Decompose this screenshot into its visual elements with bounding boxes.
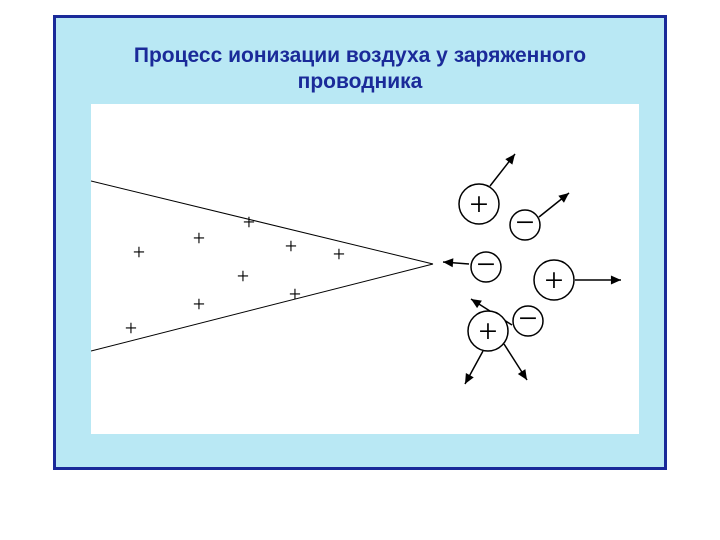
page-title: Процесс ионизации воздуха у заряженного … <box>53 43 667 96</box>
plus-icon: + <box>133 240 145 265</box>
plus-icon: + <box>125 316 137 341</box>
plus-ion-icon: + <box>469 187 488 224</box>
plus-ion-icon: + <box>544 263 563 300</box>
plus-icon: + <box>285 234 297 259</box>
plus-icon: + <box>193 292 205 317</box>
plus-icon: + <box>243 210 255 235</box>
minus-ion-icon: − <box>476 247 495 284</box>
plus-ion-icon: + <box>478 314 497 351</box>
ionization-diagram: ++++++++++−−++− <box>91 104 639 434</box>
diagram-area: ++++++++++−−++− <box>91 104 639 434</box>
plus-icon: + <box>289 282 301 307</box>
plus-icon: + <box>333 242 345 267</box>
title-line1: Процесс ионизации воздуха у заряженного <box>134 44 586 67</box>
minus-ion-icon: − <box>515 205 534 242</box>
plus-icon: + <box>237 264 249 289</box>
plus-icon: + <box>193 226 205 251</box>
title-line2: проводника <box>298 70 423 93</box>
minus-ion-icon: − <box>518 301 537 338</box>
